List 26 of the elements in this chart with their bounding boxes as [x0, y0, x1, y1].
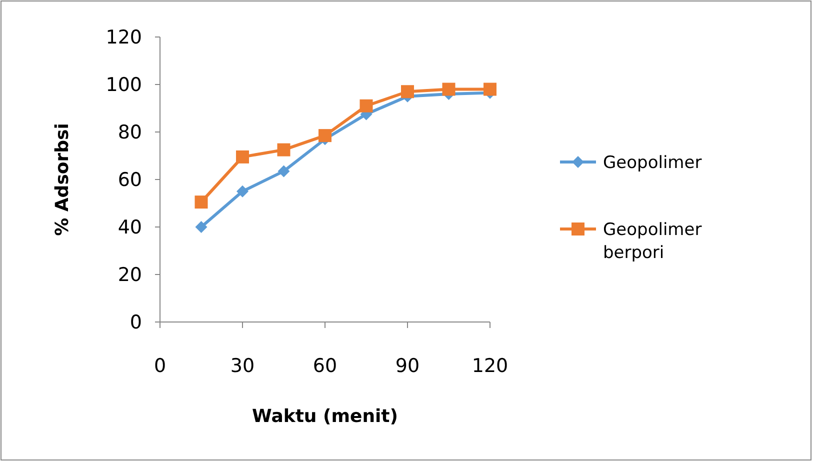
point: [194, 196, 208, 209]
point: [277, 143, 290, 156]
legend-label: Geopolimer: [603, 152, 702, 173]
point: [401, 85, 414, 98]
point: [278, 165, 290, 178]
x-tick-label: 0: [154, 355, 166, 377]
point: [360, 99, 373, 112]
x-tick-label: 90: [395, 355, 420, 377]
y-axis-title: % Adsorbsi: [52, 123, 73, 236]
y-tick-label: 100: [106, 74, 142, 96]
y-tick-label: 0: [130, 312, 142, 334]
x-tick-label: 60: [312, 355, 338, 377]
y-tick-label: 60: [118, 169, 142, 192]
y-tick-label: 80: [118, 122, 142, 144]
y-tick-label: 40: [118, 216, 142, 239]
point: [236, 185, 248, 198]
point: [318, 129, 332, 142]
x-tick-label: 30: [230, 355, 255, 377]
point: [442, 82, 456, 96]
legend-label: Geopolimer berpori: [603, 220, 702, 263]
x-axis-title: Waktu (menit): [252, 406, 398, 427]
y-tick-label: 120: [106, 26, 142, 49]
point: [236, 150, 249, 164]
y-tick-label: 20: [118, 264, 142, 286]
point: [195, 221, 208, 233]
x-tick-label: 120: [472, 355, 508, 377]
